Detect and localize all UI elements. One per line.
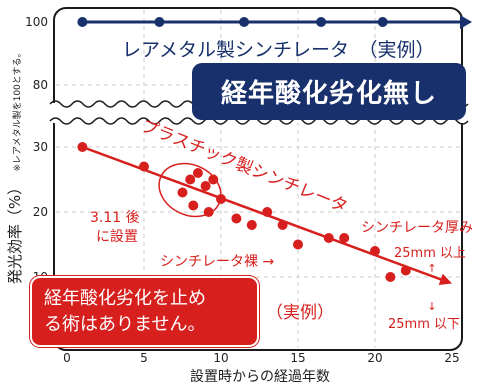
plastic-point — [185, 174, 196, 185]
no-degradation-banner: 経年酸化劣化無し — [192, 63, 466, 120]
x-tick-label: 15 — [290, 351, 305, 365]
post-311-label-line-1: 3.11 後 — [90, 210, 140, 226]
rare-metal-point — [154, 17, 165, 27]
banner-text: 経年酸化劣化無し — [220, 79, 437, 109]
x-tick-label: 25 — [444, 351, 459, 365]
rare-metal-point — [316, 17, 327, 27]
axis-break-lower — [49, 117, 469, 125]
thickness-upper-label: 25mm 以上 — [394, 246, 466, 261]
plastic-point — [177, 187, 188, 198]
plastic-point — [200, 181, 211, 191]
post-311-label-line-2: に設置 — [96, 229, 138, 245]
x-tick-label: 5 — [140, 351, 148, 365]
plot-frame — [53, 7, 463, 351]
x-tick-label: 10 — [213, 351, 228, 365]
y-tick-label: 30 — [33, 140, 48, 154]
plastic-point — [231, 213, 242, 224]
plastic-point — [400, 265, 411, 276]
note-line-2: る術はありません。 — [44, 314, 206, 335]
bare-scintillator-label: シンチレータ裸 → — [160, 254, 274, 270]
plastic-point — [293, 239, 303, 250]
thickness-up-arrow: ↑ — [427, 262, 436, 275]
plastic-trend-start-point — [77, 142, 88, 152]
plastic-point — [385, 272, 396, 282]
plastic-point — [277, 220, 288, 230]
plastic-point — [246, 220, 257, 230]
y-axis-title: 発光効率（%） — [6, 180, 24, 284]
thickness-lower-label: 25mm 以下 — [388, 317, 460, 332]
thickness-down-arrow: ↓ — [427, 300, 436, 313]
plastic-point — [139, 161, 149, 172]
plastic-point — [208, 174, 219, 185]
thickness-title: シンチレータ厚み — [361, 220, 473, 236]
x-tick-label: 20 — [367, 351, 382, 365]
data-points — [77, 17, 411, 282]
degradation-note: 経年酸化劣化を止め る術はありません。 — [30, 276, 259, 347]
plastic-point — [192, 168, 203, 178]
x-tick-label: 0 — [63, 351, 71, 365]
plastic-trend-arrowhead — [438, 273, 452, 285]
plastic-example-label: （実例） — [266, 303, 334, 323]
rare-metal-point — [377, 17, 388, 27]
plastic-point — [370, 246, 380, 256]
plastic-point — [339, 233, 350, 243]
rare-metal-point — [77, 17, 88, 27]
note-line-1: 経年酸化劣化を止め — [44, 288, 206, 309]
x-axis-title: 設置時からの経過年数 — [190, 369, 330, 385]
y-tick-label: 100 — [25, 15, 48, 29]
plastic-point — [262, 207, 273, 217]
post-311-group-outline — [158, 162, 222, 218]
plastic-point — [323, 233, 334, 243]
rare-metal-arrowhead — [460, 15, 472, 29]
y-tick-label: 80 — [33, 78, 48, 92]
rare-metal-series-label: レアメタル製シンチレータ （実例） — [122, 39, 435, 61]
plastic-point — [188, 200, 199, 211]
y-axis-note: ※レアメタル製を100とする。 — [11, 49, 23, 172]
y-tick-label: 20 — [33, 205, 48, 219]
rare-metal-point — [239, 17, 250, 27]
